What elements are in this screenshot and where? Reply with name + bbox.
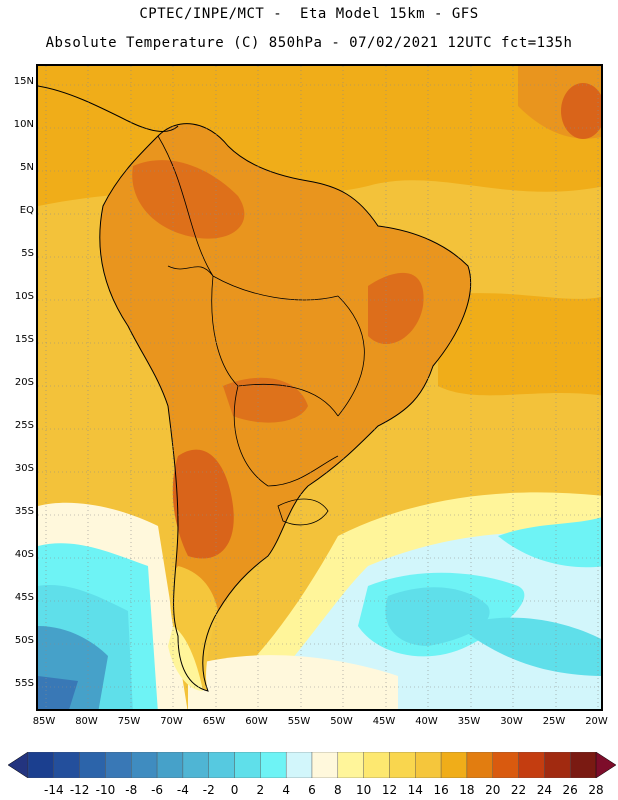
latitude-label: 10N [13,119,34,130]
colorbar-cell [518,752,545,778]
colorbar-cell [27,752,55,778]
colorbar-cell [285,752,313,778]
temperature-colorbar [8,752,616,778]
colorbar-tick-label: 22 [510,783,527,797]
colorbar-cell [79,752,106,778]
colorbar-cell [440,752,468,778]
colorbar-cell [131,752,158,778]
colorbar-cell [311,752,339,778]
field-argentina-hot [172,449,234,559]
latitude-label: 5S [21,248,34,259]
colorbar-tick-label: 4 [282,783,290,797]
colorbar-tick-label: -8 [125,783,138,797]
latitude-label: 55S [14,678,34,689]
colorbar-cell [182,752,209,778]
latitude-label: EQ [19,205,34,216]
temperature-field [38,66,601,709]
longitude-label: 35W [457,716,481,727]
colorbar-tick-label: -12 [69,783,90,797]
colorbar-tick-label: 10 [355,783,372,797]
colorbar-cell [260,752,287,778]
colorbar-tick-label: -2 [202,783,215,797]
colorbar-tick-label: -4 [176,783,189,797]
colorbar-tick-label: 12 [381,783,398,797]
map-title-variable: Absolute Temperature (C) 850hPa - 07/02/… [45,35,573,51]
colorbar-tick-label: 20 [485,783,501,797]
colorbar-cell [105,752,132,778]
latitude-label: 20S [14,377,34,388]
longitude-label: 50W [330,716,353,727]
colorbar-cell [156,752,184,778]
field-northeast-brazil-hot [368,272,424,345]
longitude-label: 30W [500,716,523,727]
colorbar-cell [53,752,80,778]
colorbar-cell [363,752,390,778]
longitude-label: 40W [415,716,438,727]
colorbar-tick-label: 6 [308,783,316,797]
colorbar-tick-label: 14 [407,783,423,797]
latitude-label: 45S [14,592,34,603]
longitude-label: 70W [160,716,183,727]
field-drake-pale [188,655,398,709]
colorbar-under-triangle [8,752,29,778]
colorbar-cell [234,752,261,778]
latitude-label: 15N [13,76,34,87]
longitude-label: 60W [245,716,268,727]
uruguay-outline [277,498,329,526]
field-southwest-deep-cold [38,676,78,709]
longitude-label: 45W [372,716,396,727]
colorbar-tick-label: 8 [333,783,342,797]
field-east-warm [438,293,601,396]
colorbar-cell [415,752,442,778]
field-chaco-hot [223,377,308,423]
colorbar-cell [208,752,235,778]
latitude-label: 25S [14,420,34,431]
field-patagonia-cooler [168,626,203,691]
longitude-label: 85W [32,716,56,727]
field-amazon-hot [132,160,245,239]
latitude-label: 40S [14,549,34,560]
colorbar-cell [466,752,493,778]
field-south-east-cold [458,617,601,676]
colorbar-tick-label: 16 [433,783,449,797]
latitude-label: 5N [20,162,34,173]
colorbar-over-triangle [595,752,616,778]
field-northeast-hot [561,83,601,139]
colorbar-tick-label: 0 [230,783,239,797]
map-title-source: CPTEC/INPE/MCT - Eta Model 15km - GFS [139,6,479,22]
longitude-label: 25W [542,716,566,727]
longitude-label: 55W [287,716,311,727]
colorbar-cell [492,752,519,778]
latitude-label: 35S [14,506,34,517]
longitude-label: 80W [75,716,98,727]
latitude-label: 30S [14,463,34,474]
colorbar-tick-label: 18 [459,783,475,797]
colorbar-tick-label: 28 [588,783,604,797]
colorbar-cell [569,752,597,778]
colorbar-tick-label: -6 [151,783,164,797]
colorbar-cell [389,752,416,778]
colorbar-tick-label: 26 [562,783,578,797]
colorbar-tick-label: -10 [95,783,116,797]
graticule [38,66,601,709]
colorbar-cell [544,752,571,778]
south-america-coastline [99,123,472,692]
latitude-label: 50S [14,635,34,646]
colorbar-tick-label: 24 [536,783,552,797]
temperature-map [36,64,603,711]
longitude-label: 20W [585,716,608,727]
field-east-cold-band [498,517,601,568]
central-america-coastline [38,85,179,132]
colorbar-cell [337,752,364,778]
latitude-label: 10S [14,291,34,302]
latitude-label: 15S [14,334,34,345]
colorbar-tick-label: 2 [256,783,265,797]
longitude-label: 65W [202,716,226,727]
colorbar-tick-label: -14 [44,783,64,797]
field-south-colder [385,587,490,646]
longitude-label: 75W [117,716,141,727]
